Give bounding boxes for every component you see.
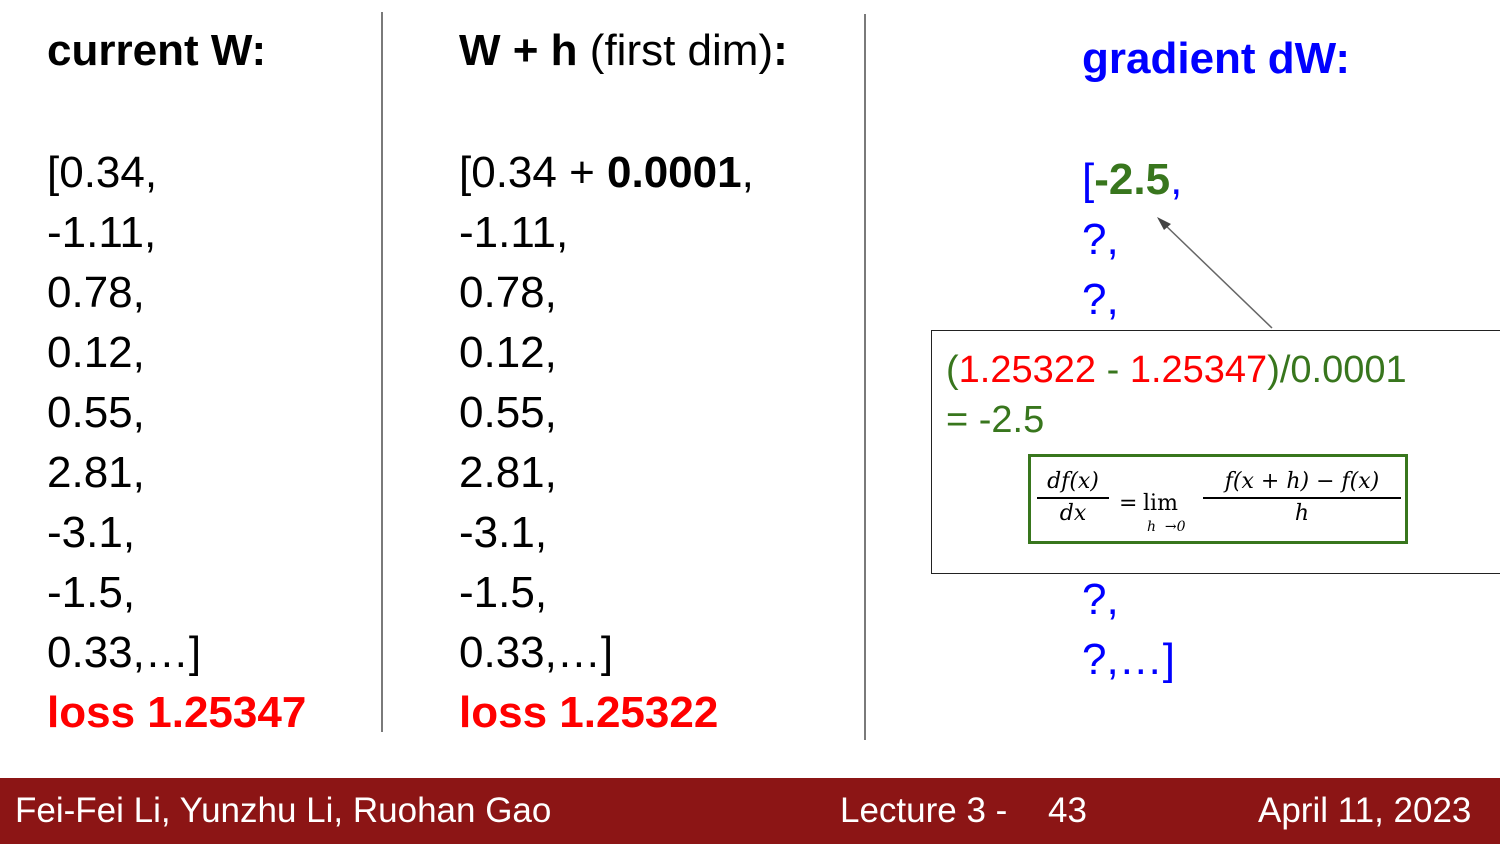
gradient-unknown-top: ?,?, — [1082, 210, 1182, 330]
current-w-loss: loss 1.25347 — [47, 688, 307, 737]
current-w-value: 0.55, — [47, 388, 145, 437]
calc-open-paren: ( — [946, 349, 959, 391]
perturbed-w-value: 0.78, — [459, 268, 557, 317]
current-w-value: 0.12, — [47, 328, 145, 377]
current-w-value: [0.34, — [47, 148, 158, 197]
arrow-annotation — [1157, 217, 1273, 329]
perturbed-w-value: 0.33,…] — [459, 628, 614, 677]
current-w-heading: current W: — [47, 26, 267, 75]
formula-rhs-fraction: f(x + h) − f(x) h — [1203, 469, 1401, 527]
calc-minus: - — [1096, 349, 1130, 391]
perturbed-w-value: 0.55, — [459, 388, 557, 437]
calculation-box: (1.25322 - 1.25347)/0.0001 = -2.5 df(x) … — [931, 330, 1500, 574]
perturbed-w-value: -3.1, — [459, 508, 548, 557]
perturbed-w-value: 2.81, — [459, 448, 557, 497]
formula-lhs-denominator: dx — [1059, 500, 1087, 526]
current-w-value: -3.1, — [47, 508, 136, 557]
formula-rhs-numerator: f(x + h) − f(x) — [1224, 469, 1380, 494]
gradient-heading: gradient dW: — [1082, 34, 1351, 83]
perturbed-w-first-value: [0.34 + 0.0001, — [459, 143, 754, 203]
perturbed-w-loss: loss 1.25322 — [459, 688, 719, 737]
formula-lhs-numerator: df(x) — [1047, 469, 1099, 494]
calc-rest: )/0.0001 — [1267, 349, 1407, 391]
formula-lhs-bar — [1037, 497, 1109, 499]
formula-equals: = — [1119, 491, 1138, 516]
footer-authors: Fei-Fei Li, Yunzhu Li, Ruohan Gao — [15, 791, 552, 830]
formula-rhs-denominator: h — [1294, 500, 1310, 526]
perturbed-w-heading: W + h (first dim): — [459, 26, 788, 76]
current-w-value: 2.81, — [47, 448, 145, 497]
footer-lecture: Lecture 3 - — [840, 791, 1008, 830]
arrow-line — [1161, 221, 1273, 329]
gradient-first-number: -2.5 — [1094, 155, 1171, 204]
gradient-first-bracket: [ — [1082, 155, 1095, 204]
current-w-value: -1.11, — [47, 208, 157, 257]
perturbed-first-suffix: , — [741, 148, 754, 197]
perturbed-w-heading-bold: W + h — [459, 26, 578, 75]
gradient-first-value: [-2.5, — [1082, 150, 1182, 210]
perturbed-first-step: 0.0001 — [607, 148, 742, 197]
gradient-value: ?, — [1082, 575, 1119, 624]
footer-bar: Fei-Fei Li, Yunzhu Li, Ruohan Gao Lectur… — [0, 778, 1500, 844]
column-divider-1 — [381, 12, 383, 732]
formula-lhs-fraction: df(x) dx — [1037, 469, 1109, 527]
gradient-values-top: [-2.5, ?,?, — [1082, 150, 1182, 330]
perturbed-w-heading-colon: : — [773, 26, 788, 75]
current-w-value: 0.78, — [47, 268, 145, 317]
formula-rhs-bar — [1203, 497, 1401, 499]
perturbed-w-value: -1.5, — [459, 568, 548, 617]
footer-page-number: 43 — [1048, 791, 1087, 830]
current-w-values: [0.34, -1.11, 0.78, 0.12, 0.55, 2.81, -3.1, -1.… — [47, 143, 201, 683]
derivative-formula-box: df(x) dx = lim h →0 f(x + h) − f(x) h — [1028, 454, 1408, 544]
calc-loss-a: 1.25322 — [958, 349, 1097, 391]
current-w-value: -1.5, — [47, 568, 136, 617]
footer-date: April 11, 2023 — [1258, 791, 1472, 830]
perturbed-w-rest-values: -1.11, 0.78, 0.12, 0.55, 2.81, -3.1, -1.5, 0.33… — [459, 203, 754, 683]
perturbed-w-value: -1.11, — [459, 208, 569, 257]
arrow-head-icon — [1157, 217, 1171, 230]
formula-lim-subscript: h →0 — [1147, 519, 1186, 535]
gradient-value: ?, — [1082, 275, 1119, 324]
gradient-value: ?, — [1082, 215, 1119, 264]
current-w-value: 0.33,…] — [47, 628, 202, 677]
perturbed-w-values: [0.34 + 0.0001, -1.11, 0.78, 0.12, 0.55, 2.8… — [459, 143, 754, 683]
perturbed-w-heading-normal: (first dim) — [577, 26, 774, 75]
calc-loss-b: 1.25347 — [1129, 349, 1268, 391]
column-divider-2 — [864, 14, 866, 740]
calc-expression: (1.25322 - 1.25347)/0.0001 — [946, 349, 1407, 392]
gradient-values-bottom: ?, ?,…] — [1082, 570, 1175, 690]
perturbed-first-prefix: [0.34 + — [459, 148, 608, 197]
gradient-first-comma: , — [1170, 155, 1183, 204]
calc-result: = -2.5 — [946, 399, 1045, 441]
perturbed-w-value: 0.12, — [459, 328, 557, 377]
formula-lim: lim — [1143, 491, 1178, 516]
gradient-value: ?,…] — [1082, 635, 1175, 684]
